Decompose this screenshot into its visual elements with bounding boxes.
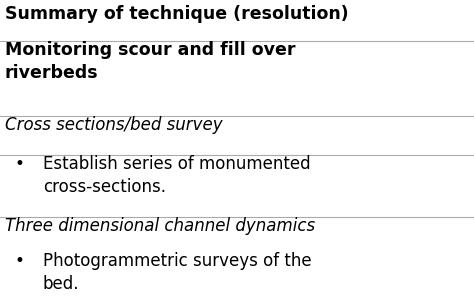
Text: Three dimensional channel dynamics: Three dimensional channel dynamics	[5, 217, 315, 235]
Text: Photogrammetric surveys of the
bed.: Photogrammetric surveys of the bed.	[43, 252, 311, 293]
Text: Summary of technique (resolution): Summary of technique (resolution)	[5, 5, 348, 22]
Text: •: •	[14, 252, 24, 270]
Text: Cross sections/bed survey: Cross sections/bed survey	[5, 116, 222, 133]
Text: Monitoring scour and fill over
riverbeds: Monitoring scour and fill over riverbeds	[5, 41, 295, 82]
Text: •: •	[14, 155, 24, 173]
Text: Establish series of monumented
cross-sections.: Establish series of monumented cross-sec…	[43, 155, 310, 196]
